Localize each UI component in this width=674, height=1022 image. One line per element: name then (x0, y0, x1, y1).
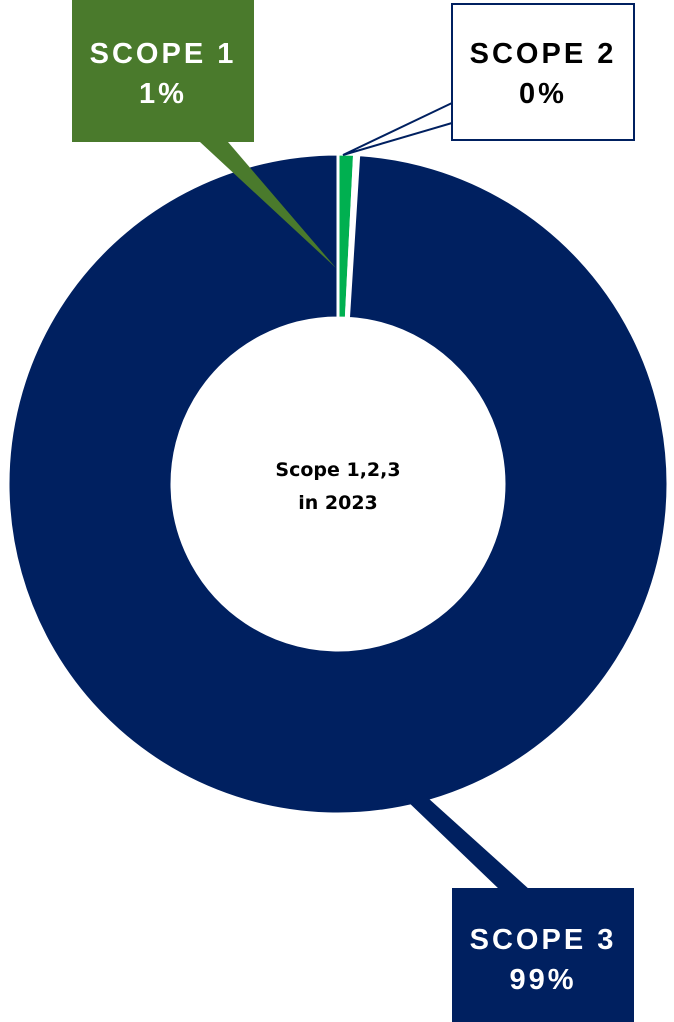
data-label-scope-3-name: SCOPE 3 (470, 924, 617, 956)
callout-box-scope-1 (72, 0, 254, 142)
leader-scope-1 (200, 142, 336, 268)
callout-box-scope-2 (451, 3, 635, 141)
donut-slices (6, 152, 670, 816)
slice-scope-3 (6, 152, 670, 816)
callout-box-scope-3 (452, 888, 634, 1022)
center-label-line2: in 2023 (298, 492, 378, 514)
data-label-scope-3-value: 99% (509, 964, 576, 996)
data-label-scope-2-value: 0% (519, 78, 567, 110)
callout-scope-2: SCOPE 2 0% (342, 3, 635, 156)
data-label-scope-1-value: 1% (139, 78, 187, 110)
data-label-scope-2-name: SCOPE 2 (470, 38, 617, 70)
center-label-line1: Scope 1,2,3 (275, 459, 400, 481)
callout-scope-3: SCOPE 3 99% (404, 798, 634, 1022)
callout-scope-1: SCOPE 1 1% (72, 0, 336, 268)
data-label-scope-1-name: SCOPE 1 (90, 38, 237, 70)
leader-scope-3 (404, 798, 530, 890)
leader-scope-2 (342, 102, 453, 156)
